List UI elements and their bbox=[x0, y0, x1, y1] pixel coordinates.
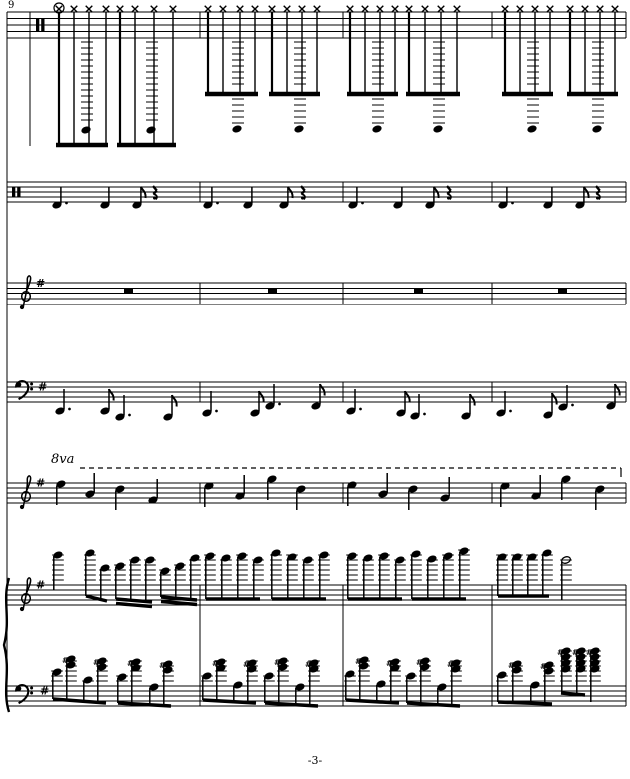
svg-text:#: # bbox=[93, 658, 100, 667]
svg-text:#: # bbox=[62, 656, 69, 665]
svg-text:#: # bbox=[386, 659, 393, 668]
svg-text:#: # bbox=[557, 648, 564, 657]
svg-text:#: # bbox=[447, 660, 454, 669]
svg-text:#: # bbox=[572, 648, 579, 657]
page-number: -3- bbox=[307, 754, 323, 767]
svg-text:#: # bbox=[355, 657, 362, 666]
svg-text:#: # bbox=[212, 659, 219, 668]
svg-text:#: # bbox=[243, 660, 250, 669]
svg-text:#: # bbox=[305, 660, 312, 669]
svg-text:#: # bbox=[416, 658, 423, 667]
svg-text:#: # bbox=[38, 381, 47, 394]
octave-8va-label: 8va bbox=[51, 452, 75, 467]
svg-text:#: # bbox=[36, 579, 45, 592]
svg-text:#: # bbox=[36, 477, 45, 490]
measure-number: 9 bbox=[8, 0, 15, 11]
svg-text:#: # bbox=[36, 277, 45, 290]
svg-text:#: # bbox=[159, 661, 166, 670]
svg-text:#: # bbox=[40, 685, 49, 698]
svg-text:#: # bbox=[586, 648, 593, 657]
svg-text:#: # bbox=[127, 659, 134, 668]
svg-text:#: # bbox=[540, 662, 547, 671]
svg-text:#: # bbox=[274, 658, 281, 667]
svg-text:#: # bbox=[508, 661, 515, 670]
